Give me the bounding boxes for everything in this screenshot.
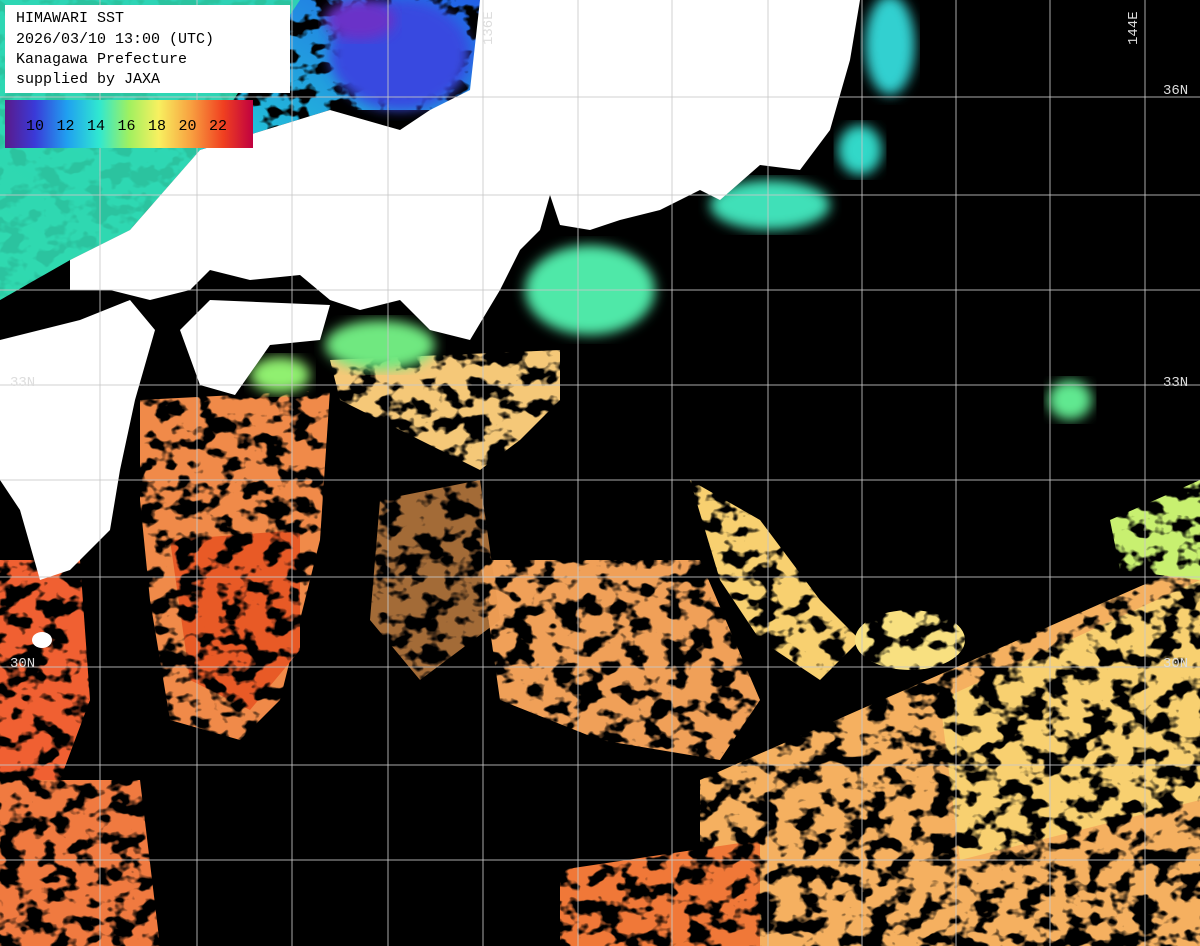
latitude-label: 30N	[1163, 656, 1188, 672]
sst-patch	[940, 580, 1200, 860]
colorbar-labels: 10 12 14 16 18 20 22	[26, 118, 227, 135]
sst-patch	[710, 180, 830, 230]
header-box	[5, 5, 290, 93]
colorbar-label: 22	[209, 118, 227, 135]
graticule-labels: 136E 144E 33N 30N 36N 33N 30N	[10, 11, 1188, 672]
sst-patch	[250, 357, 310, 393]
sst-patch	[560, 840, 760, 946]
longitude-label: 144E	[1126, 11, 1142, 45]
colorbar-label: 20	[179, 118, 197, 135]
colorbar-label: 10	[26, 118, 44, 135]
kyushu	[0, 300, 155, 580]
sst-patch	[480, 560, 760, 760]
sst-patch	[865, 0, 915, 95]
latitude-label: 36N	[1163, 83, 1188, 99]
sst-patch	[325, 0, 395, 40]
latitude-label: 33N	[1163, 375, 1188, 391]
longitude-label: 136E	[481, 11, 497, 45]
colorbar-label: 16	[118, 118, 136, 135]
colorbar-label: 12	[57, 118, 75, 135]
latitude-label: 30N	[10, 656, 35, 672]
sst-patch	[170, 530, 300, 710]
island	[32, 632, 52, 648]
header-line: supplied by JAXA	[16, 71, 160, 88]
sst-pacific	[0, 350, 1200, 946]
header-line: Kanagawa Prefecture	[16, 51, 187, 68]
sst-patch	[1110, 480, 1200, 580]
colorbar	[5, 100, 253, 148]
colorbar-label: 18	[148, 118, 166, 135]
sst-patch	[0, 780, 160, 946]
sst-patch	[0, 560, 90, 790]
sst-patch	[325, 320, 435, 370]
sst-patch	[370, 480, 500, 680]
header-line: 2026/03/10 13:00 (UTC)	[16, 31, 214, 48]
sst-patch	[1048, 380, 1092, 420]
sst-patch	[838, 125, 882, 175]
sst-patch	[855, 610, 965, 670]
sst-patch	[690, 480, 860, 680]
header-line: HIMAWARI SST	[16, 10, 124, 27]
colorbar-label: 14	[87, 118, 105, 135]
latitude-label: 33N	[10, 375, 35, 391]
honshu	[70, 0, 860, 340]
